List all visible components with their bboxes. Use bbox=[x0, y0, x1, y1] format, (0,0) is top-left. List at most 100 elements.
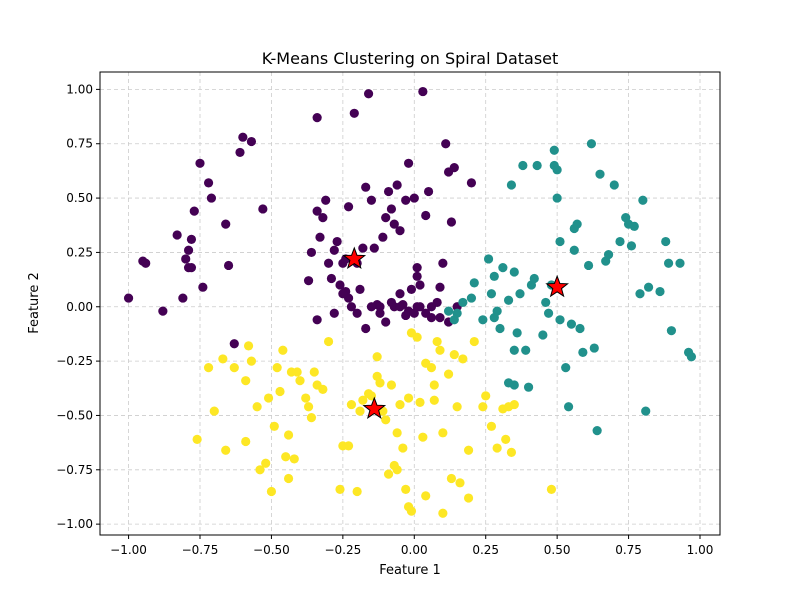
cluster-2-point bbox=[443, 369, 454, 379]
cluster-0-point bbox=[415, 280, 425, 290]
cluster-0-point bbox=[361, 323, 371, 334]
cluster-0-point bbox=[421, 210, 431, 221]
cluster-2-point bbox=[438, 428, 448, 438]
cluster-1-point bbox=[498, 263, 508, 273]
cluster-2-point bbox=[421, 491, 431, 501]
cluster-0-point bbox=[178, 293, 188, 303]
cluster-1-point bbox=[466, 293, 477, 303]
cluster-2-point bbox=[506, 447, 517, 457]
y-tick-label: −1.00 bbox=[56, 517, 93, 531]
cluster-0-point bbox=[323, 258, 334, 268]
centroid-star bbox=[342, 246, 367, 270]
cluster-2-point bbox=[398, 443, 408, 453]
cluster-2-point bbox=[346, 399, 357, 410]
cluster-0-point bbox=[346, 302, 357, 312]
centroid-star bbox=[545, 274, 569, 298]
x-tick-label: 0.00 bbox=[401, 543, 428, 557]
cluster-2-point bbox=[323, 336, 334, 347]
cluster-2-point bbox=[452, 402, 462, 412]
cluster-0-point bbox=[426, 313, 437, 323]
cluster-1-point bbox=[509, 267, 519, 277]
cluster-0-point bbox=[312, 206, 322, 216]
cluster-1-point bbox=[518, 160, 528, 171]
cluster-2-point bbox=[486, 421, 497, 431]
cluster-2-point bbox=[429, 395, 439, 405]
y-tick-label: 1.00 bbox=[66, 82, 93, 96]
cluster-0-point bbox=[358, 243, 368, 253]
cluster-1-point bbox=[458, 297, 468, 308]
cluster-1-point bbox=[589, 343, 599, 353]
cluster-0-point bbox=[409, 193, 419, 203]
cluster-0-point bbox=[381, 213, 391, 223]
x-tick-label: −0.50 bbox=[253, 543, 290, 557]
cluster-2-point bbox=[392, 428, 402, 438]
cluster-1-point bbox=[555, 236, 565, 247]
cluster-1-point bbox=[586, 139, 597, 149]
cluster-2-point bbox=[229, 363, 239, 373]
cluster-2-point bbox=[372, 352, 382, 362]
y-axis-label: Feature 2 bbox=[27, 272, 42, 334]
cluster-1-point bbox=[563, 402, 574, 412]
cluster-1-point bbox=[541, 297, 551, 308]
cluster-1-point bbox=[575, 323, 585, 334]
cluster-2-point bbox=[241, 376, 251, 386]
cluster-0-point bbox=[223, 260, 234, 271]
cluster-1-point bbox=[641, 406, 651, 416]
cluster-1-point bbox=[566, 319, 577, 329]
cluster-0-point bbox=[306, 247, 317, 258]
x-tick-label: 0.75 bbox=[615, 543, 642, 557]
cluster-2-point bbox=[255, 465, 265, 475]
cluster-0-point bbox=[449, 163, 459, 173]
cluster-2-point bbox=[383, 469, 394, 479]
cluster-2-point bbox=[289, 454, 299, 464]
x-tick-label: 1.00 bbox=[687, 543, 714, 557]
cluster-1-point bbox=[543, 308, 554, 318]
centroids bbox=[342, 246, 569, 419]
cluster-1-point bbox=[572, 219, 582, 229]
cluster-0-point bbox=[238, 132, 248, 142]
cluster-2-point bbox=[355, 406, 365, 416]
cluster-0-point bbox=[378, 232, 388, 242]
cluster-0-point bbox=[355, 284, 365, 294]
cluster-0-point bbox=[158, 306, 168, 316]
cluster-0-point bbox=[361, 182, 371, 192]
cluster-1-point bbox=[666, 326, 677, 336]
cluster-1-point bbox=[655, 286, 665, 297]
cluster-2-point bbox=[435, 345, 445, 355]
chart-title: K-Means Clustering on Spiral Dataset bbox=[262, 49, 559, 68]
cluster-2-point bbox=[449, 349, 459, 360]
cluster-0-point bbox=[392, 180, 402, 190]
cluster-2-point bbox=[392, 465, 402, 475]
cluster-1-point bbox=[486, 289, 497, 299]
cluster-1-point bbox=[443, 306, 454, 316]
cluster-1-point bbox=[626, 241, 637, 251]
cluster-2-point bbox=[481, 391, 491, 401]
cluster-0-point bbox=[418, 86, 428, 97]
cluster-1-point bbox=[478, 315, 488, 325]
cluster-0-point bbox=[389, 219, 399, 229]
y-tick-label: −0.75 bbox=[56, 463, 93, 477]
cluster-2-point bbox=[478, 402, 488, 412]
cluster-0-point bbox=[329, 308, 339, 318]
cluster-0-point bbox=[446, 217, 457, 227]
cluster-0-point bbox=[412, 263, 422, 273]
cluster-1-point bbox=[532, 160, 542, 171]
cluster-2-point bbox=[306, 413, 317, 423]
cluster-2-point bbox=[309, 367, 319, 377]
cluster-0-point bbox=[432, 297, 442, 308]
cluster-2-point bbox=[352, 486, 362, 497]
cluster-0-point bbox=[181, 254, 191, 264]
cluster-1-point bbox=[489, 271, 499, 281]
cluster-0-point bbox=[258, 204, 268, 214]
cluster-2-point bbox=[455, 478, 465, 488]
cluster-0-point bbox=[386, 204, 397, 214]
cluster-2-point bbox=[546, 484, 557, 494]
cluster-2-point bbox=[429, 380, 439, 390]
cluster-1-point bbox=[643, 282, 654, 292]
cluster-1-point bbox=[663, 258, 674, 268]
cluster-2-point bbox=[421, 358, 431, 368]
y-tick-label: 0.75 bbox=[66, 137, 93, 151]
cluster-0-point bbox=[381, 317, 391, 327]
cluster-1-point bbox=[638, 195, 648, 205]
